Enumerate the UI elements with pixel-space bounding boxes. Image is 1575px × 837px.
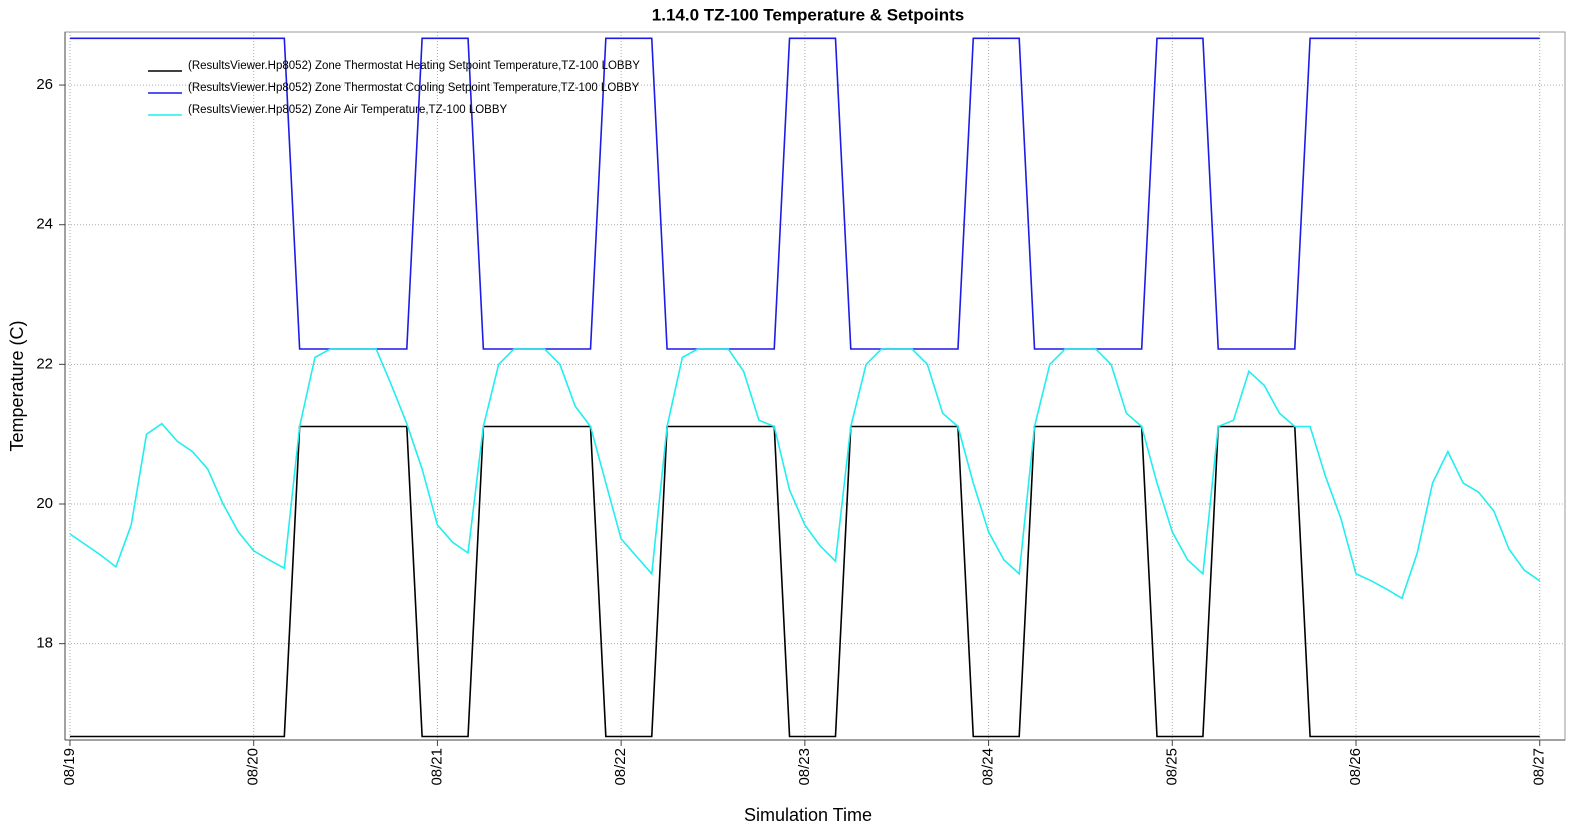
y-tick-label: 20 bbox=[36, 495, 53, 512]
legend-label: (ResultsViewer.Hp8052) Zone Air Temperat… bbox=[188, 104, 507, 116]
y-tick-label: 24 bbox=[36, 216, 53, 233]
x-axis-label: Simulation Time bbox=[744, 805, 872, 825]
chart-title: 1.14.0 TZ-100 Temperature & Setpoints bbox=[652, 5, 964, 24]
series-line bbox=[69, 37, 1540, 350]
y-tick-label: 18 bbox=[36, 635, 53, 652]
series-line bbox=[69, 348, 1541, 600]
legend-label: (ResultsViewer.Hp8052) Zone Thermostat C… bbox=[188, 82, 640, 94]
y-tick-label: 22 bbox=[36, 355, 53, 372]
y-tick-label: 26 bbox=[36, 76, 53, 93]
x-tick-label: 08/25 bbox=[1163, 748, 1180, 786]
x-tick-label: 08/27 bbox=[1531, 748, 1548, 786]
legend-label: (ResultsViewer.Hp8052) Zone Thermostat H… bbox=[188, 60, 640, 72]
x-tick-label: 08/23 bbox=[796, 748, 813, 786]
x-tick-label: 08/20 bbox=[245, 748, 262, 786]
x-tick-label: 08/21 bbox=[428, 748, 445, 786]
x-tick-label: 08/26 bbox=[1347, 748, 1364, 786]
y-axis-label: Temperature (C) bbox=[7, 320, 27, 451]
x-tick-label: 08/22 bbox=[612, 748, 629, 786]
x-tick-label: 08/24 bbox=[980, 748, 997, 786]
x-tick-label: 08/19 bbox=[61, 748, 78, 786]
